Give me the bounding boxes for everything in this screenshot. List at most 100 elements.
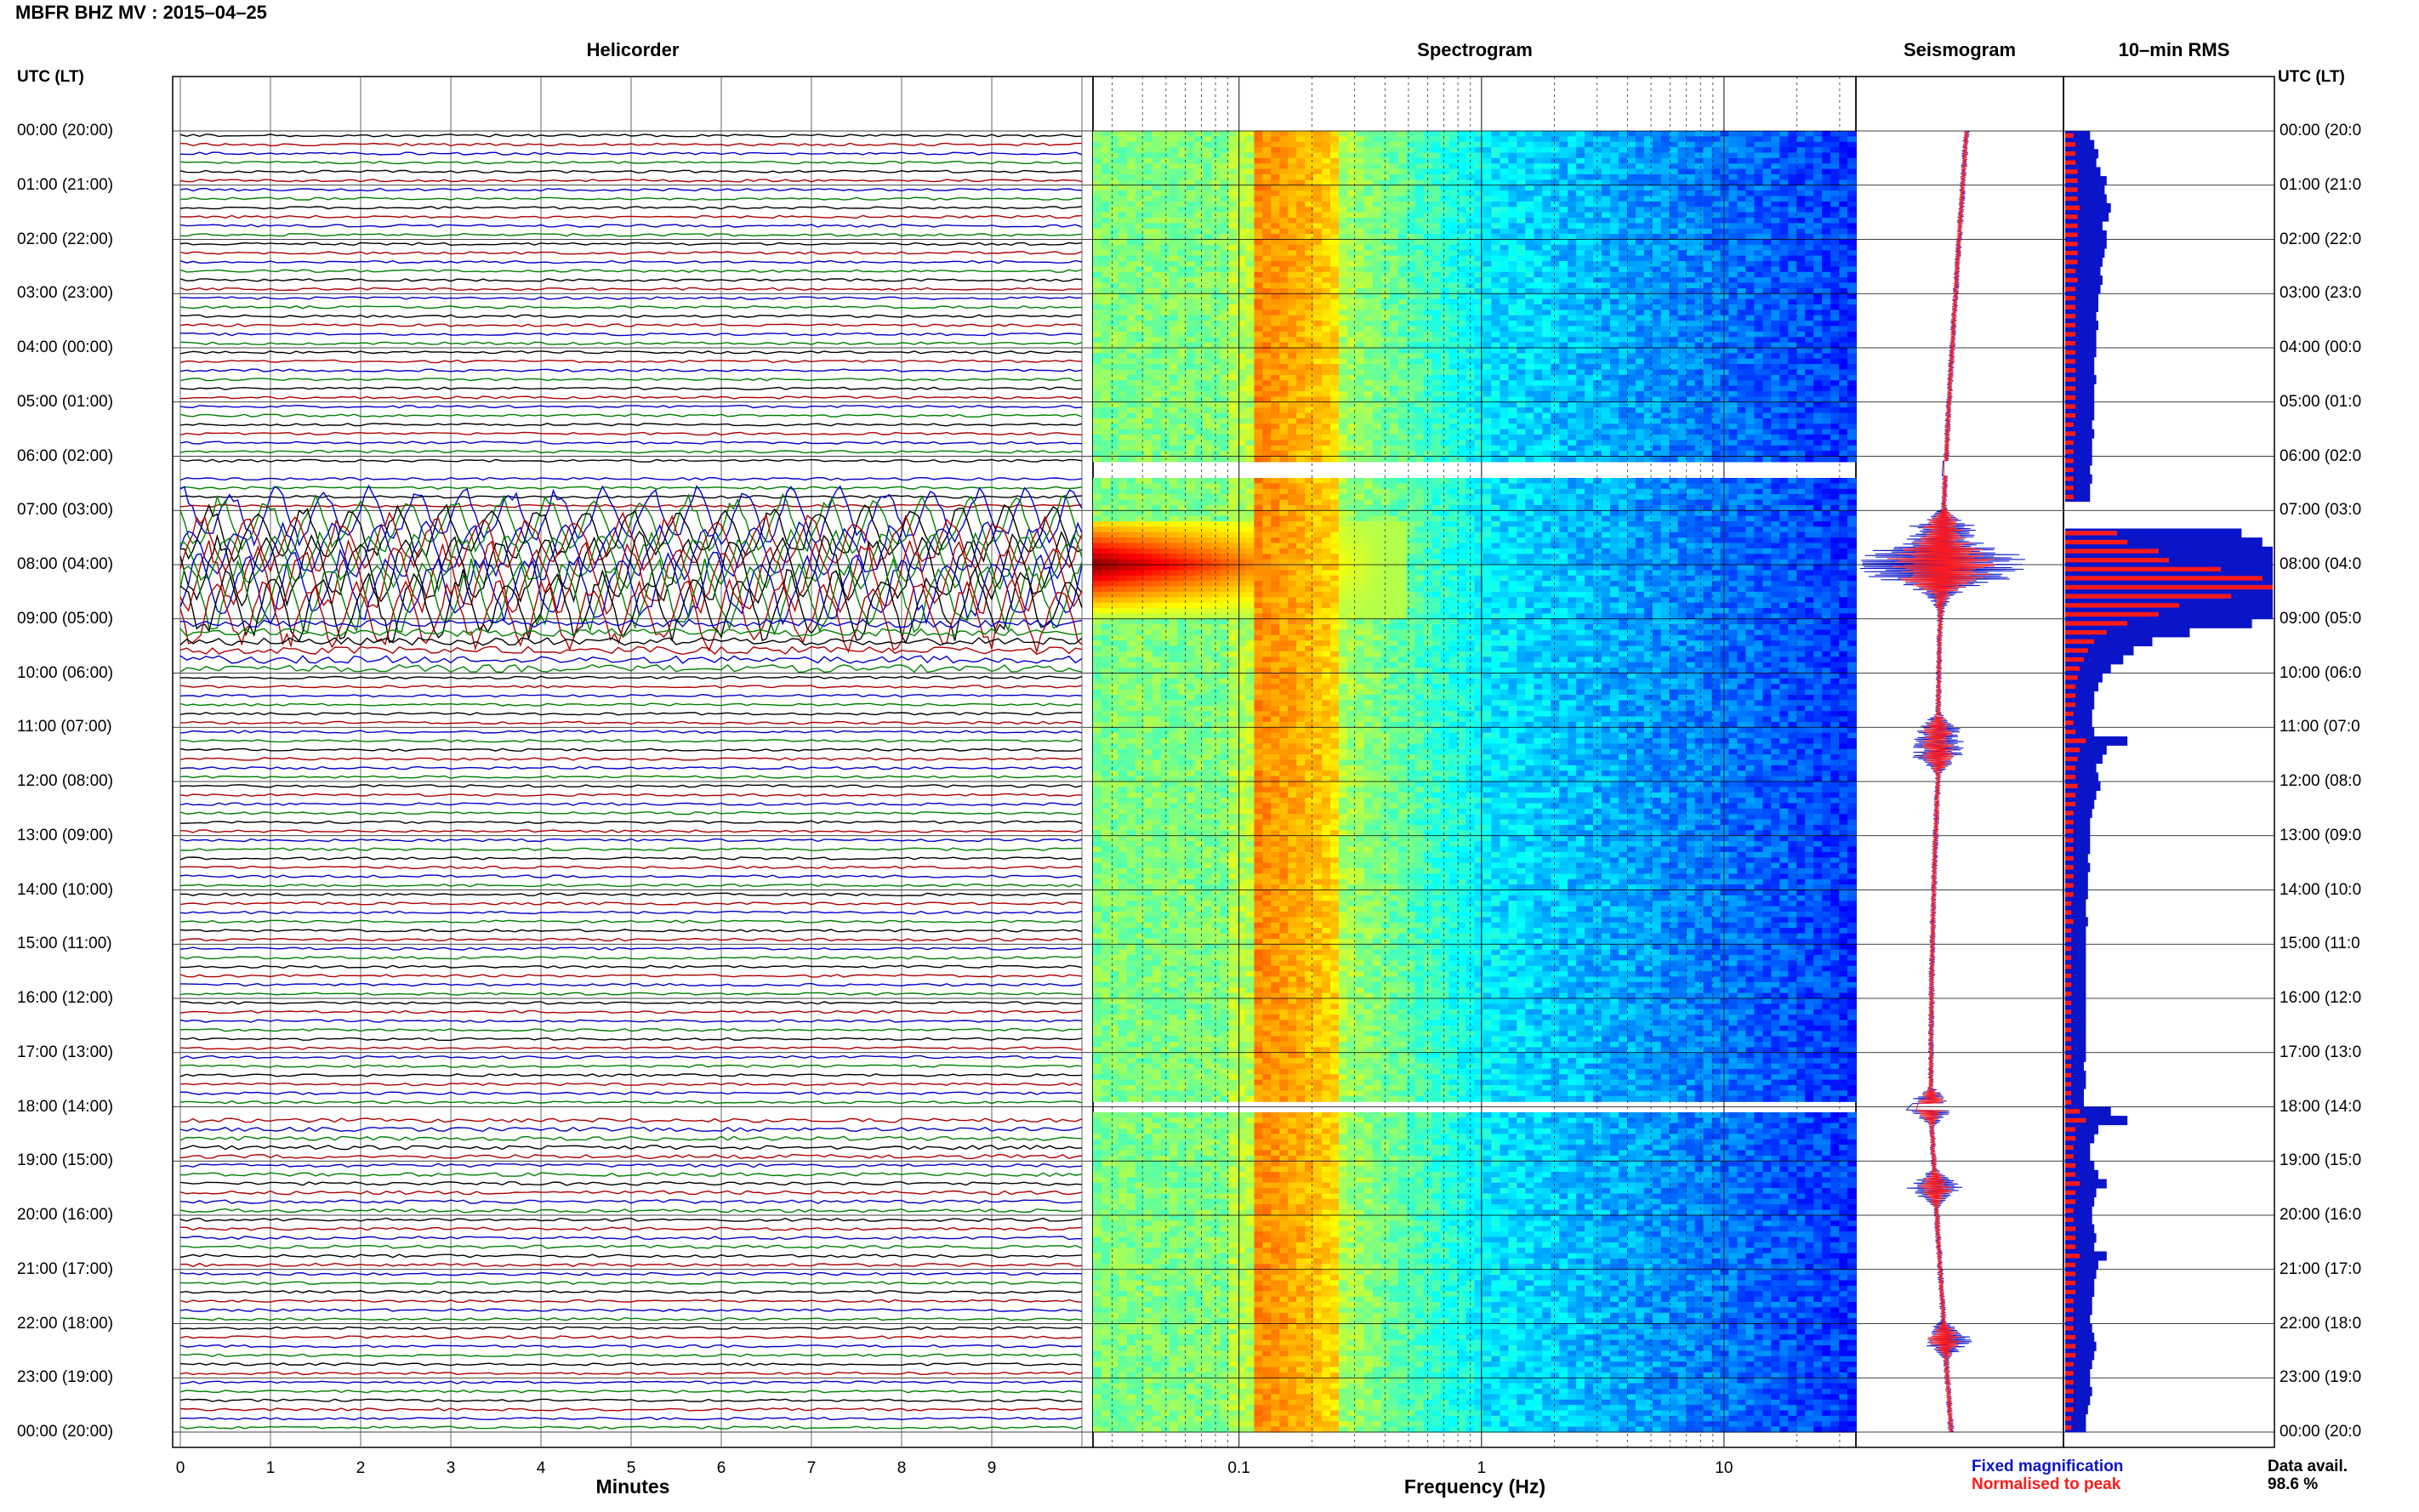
spectrogram-cell bbox=[1194, 168, 1204, 175]
spectrogram-cell bbox=[1474, 244, 1484, 251]
spectrogram-cell bbox=[1534, 418, 1543, 424]
spectrogram-cell bbox=[1152, 136, 1162, 143]
spectrogram-cell bbox=[1500, 207, 1509, 213]
spectrogram-cell bbox=[1779, 201, 1789, 207]
spectrogram-cell bbox=[1152, 147, 1162, 154]
spectrogram-cell bbox=[1542, 271, 1551, 278]
spectrogram-cell bbox=[1288, 364, 1297, 371]
spectrogram-cell bbox=[1313, 168, 1323, 175]
spectrogram-cell bbox=[1610, 141, 1619, 148]
spectrogram-cell bbox=[1517, 185, 1526, 191]
spectrogram-cell bbox=[1720, 412, 1730, 419]
spectrogram-cell bbox=[1822, 190, 1831, 197]
spectrogram-cell bbox=[1322, 310, 1331, 316]
spectrogram-cell bbox=[1830, 353, 1840, 360]
spectrogram-cell bbox=[1635, 212, 1645, 219]
spectrogram-cell bbox=[1703, 179, 1713, 186]
spectrogram-cell bbox=[1508, 168, 1517, 175]
spectrogram-cell bbox=[1474, 174, 1484, 180]
spectrogram-cell bbox=[1754, 293, 1763, 300]
spectrogram-cell bbox=[1500, 418, 1509, 424]
spectrogram-cell bbox=[1423, 304, 1433, 310]
spectrogram-cell bbox=[1762, 304, 1772, 310]
spectrogram-cell bbox=[1585, 423, 1594, 430]
spectrogram-cell bbox=[1551, 212, 1560, 219]
spectrogram-cell bbox=[1109, 234, 1119, 241]
spectrogram-cell bbox=[1423, 163, 1433, 170]
spectrogram-cell bbox=[1745, 255, 1755, 262]
spectrogram-cell bbox=[1737, 337, 1747, 344]
spectrogram-cell bbox=[1830, 141, 1840, 148]
spectrogram-cell bbox=[1330, 147, 1340, 154]
spectrogram-cell bbox=[1847, 179, 1857, 186]
spectrogram-cell bbox=[1093, 244, 1102, 251]
spectrogram-cell bbox=[1771, 298, 1780, 305]
spectrogram-cell bbox=[1728, 234, 1739, 241]
spectrogram-cell bbox=[1822, 239, 1831, 246]
spectrogram-cell bbox=[1847, 401, 1857, 408]
spectrogram-cell bbox=[1397, 190, 1408, 197]
spectrogram-cell bbox=[1271, 141, 1280, 148]
spectrogram-cell bbox=[1669, 250, 1679, 257]
spectrogram-cell bbox=[1551, 163, 1560, 170]
spectrogram-cell bbox=[1313, 401, 1323, 408]
spectrogram-cell bbox=[1363, 358, 1374, 365]
spectrogram-cell bbox=[1135, 228, 1145, 235]
spectrogram-cell bbox=[1228, 244, 1238, 251]
spectrogram-cell bbox=[1643, 369, 1653, 376]
spectrogram-cell bbox=[1694, 141, 1705, 148]
spectrogram-cell bbox=[1347, 147, 1357, 154]
spectrogram-cell bbox=[1822, 418, 1831, 424]
spectrogram-cell bbox=[1711, 342, 1722, 349]
spectrogram-cell bbox=[1771, 218, 1780, 224]
spectrogram-cell bbox=[1500, 287, 1509, 294]
spectrogram-cell bbox=[1406, 157, 1416, 164]
spectrogram-cell bbox=[1737, 310, 1747, 316]
spectrogram-cell bbox=[1728, 418, 1739, 424]
spectrogram-cell bbox=[1720, 223, 1730, 230]
spectrogram-cell bbox=[1643, 326, 1653, 333]
spectrogram-cell bbox=[1517, 369, 1526, 376]
spectrogram-cell bbox=[1109, 342, 1119, 349]
spectrogram-cell bbox=[1228, 298, 1238, 305]
spectrogram-cell bbox=[1771, 304, 1780, 310]
spectrogram-cell bbox=[1635, 255, 1645, 262]
spectrogram-cell bbox=[1745, 337, 1755, 344]
spectrogram-cell bbox=[1525, 196, 1534, 202]
spectrogram-cell bbox=[1177, 315, 1187, 321]
spectrogram-cell bbox=[1686, 304, 1696, 310]
spectrogram-cell bbox=[1568, 157, 1577, 164]
spectrogram-cell bbox=[1754, 298, 1763, 305]
spectrogram-cell bbox=[1483, 369, 1493, 376]
spectrogram-cell bbox=[1728, 223, 1739, 230]
spectrogram-cell bbox=[1389, 282, 1399, 289]
spectrogram-cell bbox=[1542, 310, 1551, 316]
spectrogram-cell bbox=[1322, 348, 1331, 354]
spectrogram-cell bbox=[1271, 163, 1280, 170]
spectrogram-cell bbox=[1397, 315, 1408, 321]
spectrogram-cell bbox=[1822, 348, 1831, 354]
spectrogram-cell bbox=[1660, 261, 1671, 267]
spectrogram-cell bbox=[1525, 131, 1534, 137]
spectrogram-cell bbox=[1126, 304, 1136, 310]
spectrogram-cell bbox=[1109, 163, 1119, 170]
spectrogram-cell bbox=[1686, 239, 1696, 246]
spectrogram-cell bbox=[1389, 223, 1399, 230]
spectrogram-cell bbox=[1643, 157, 1653, 164]
spectrogram-cell bbox=[1660, 326, 1671, 333]
spectrogram-cell bbox=[1406, 396, 1416, 403]
spectrogram-cell bbox=[1406, 391, 1416, 397]
spectrogram-cell bbox=[1262, 152, 1272, 159]
spectrogram-cell bbox=[1118, 147, 1128, 154]
spectrogram-cell bbox=[1602, 185, 1611, 191]
spectrogram-cell bbox=[1711, 218, 1722, 224]
spectrogram-cell bbox=[1101, 348, 1111, 354]
spectrogram-cell bbox=[1643, 250, 1653, 257]
spectrogram-cell bbox=[1728, 228, 1739, 235]
spectrogram-cell bbox=[1228, 212, 1238, 219]
spectrogram-cell bbox=[1788, 326, 1797, 333]
spectrogram-cell bbox=[1805, 168, 1814, 175]
spectrogram-cell bbox=[1686, 147, 1696, 154]
spectrogram-cell bbox=[1126, 250, 1136, 257]
spectrogram-cell bbox=[1525, 152, 1534, 159]
